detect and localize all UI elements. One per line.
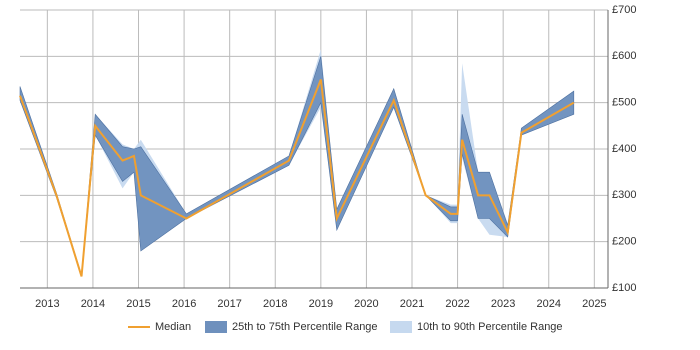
y-tick-label: £700	[612, 4, 636, 16]
y-tick-label: £500	[612, 97, 636, 109]
legend-label: 10th to 90th Percentile Range	[417, 321, 563, 333]
x-tick-label: 2021	[400, 298, 424, 310]
x-tick-label: 2016	[172, 298, 196, 310]
x-tick-label: 2018	[263, 298, 287, 310]
x-tick-label: 2025	[582, 298, 606, 310]
legend-label: Median	[155, 321, 191, 333]
x-tick-label: 2022	[445, 298, 469, 310]
legend-swatch	[205, 321, 227, 333]
x-tick-label: 2024	[537, 298, 561, 310]
y-tick-label: £100	[612, 282, 636, 294]
x-tick-label: 2019	[309, 298, 333, 310]
y-tick-label: £300	[612, 189, 636, 201]
median-line	[19, 79, 575, 277]
legend-swatch	[390, 321, 412, 333]
x-tick-label: 2023	[491, 298, 515, 310]
x-tick-label: 2020	[354, 298, 378, 310]
y-tick-label: £200	[612, 236, 636, 248]
x-tick-label: 2013	[35, 298, 59, 310]
x-tick-label: 2017	[217, 298, 241, 310]
y-tick-label: £600	[612, 50, 636, 62]
x-tick-label: 2015	[126, 298, 150, 310]
range-band	[19, 56, 575, 277]
legend-label: 25th to 75th Percentile Range	[232, 321, 378, 333]
x-tick-label: 2014	[81, 298, 105, 310]
y-tick-label: £400	[612, 143, 636, 155]
